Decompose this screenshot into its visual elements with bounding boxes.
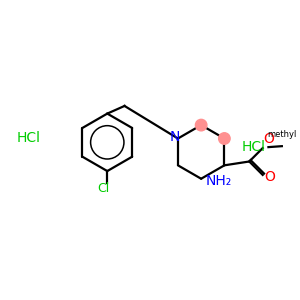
Text: O: O <box>265 170 275 184</box>
Circle shape <box>219 133 230 144</box>
Text: N: N <box>170 130 180 144</box>
Text: HCl: HCl <box>17 130 41 145</box>
Text: HCl: HCl <box>242 140 266 154</box>
Text: Cl: Cl <box>98 182 110 195</box>
Text: methyl: methyl <box>268 130 297 139</box>
Circle shape <box>195 119 207 131</box>
Text: O: O <box>264 132 274 146</box>
Text: NH₂: NH₂ <box>206 174 232 188</box>
